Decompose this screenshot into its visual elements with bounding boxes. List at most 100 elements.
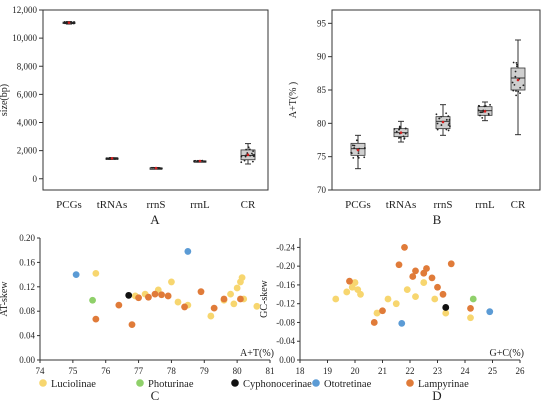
data-point (438, 117, 441, 120)
data-point (512, 61, 515, 64)
category-label: CR (241, 199, 256, 211)
data-point (515, 94, 518, 97)
panel-label: D (432, 388, 441, 403)
data-point (440, 115, 443, 118)
scatter-point-luciolinae (351, 279, 359, 286)
data-point (445, 118, 448, 121)
y-tick-label: 95 (317, 18, 327, 28)
mean-point (399, 131, 403, 134)
scatter-point-lampyrinae (467, 304, 474, 312)
data-point (436, 128, 439, 131)
legend-label: Luciolinae (51, 379, 96, 390)
legend-marker (39, 379, 47, 387)
scatter-point-ototretinae (486, 308, 494, 316)
scatter-point-luciolinae (467, 314, 474, 322)
data-point (245, 148, 248, 151)
scatter-point-lampyrinae (447, 260, 455, 268)
legend-label: Lampyrinae (418, 379, 469, 390)
x-tick-label: 19 (323, 366, 333, 376)
data-point (66, 21, 69, 24)
scatter-point-lampyrinae (434, 283, 441, 291)
mean-point (67, 21, 71, 24)
data-point (487, 112, 490, 115)
data-point (244, 155, 247, 158)
scatter-point-luciolinae (420, 279, 428, 286)
data-point (246, 152, 249, 154)
mean-point (246, 153, 250, 157)
panel-label: C (151, 388, 160, 403)
data-point (64, 22, 66, 25)
mean-point (356, 148, 360, 152)
scatter-point-lampyrinae (346, 277, 353, 285)
x-tick-label: 78 (167, 366, 177, 376)
scatter-point-luciolinae (373, 309, 381, 317)
data-point (106, 157, 108, 160)
x-tick-label: 24 (461, 366, 471, 376)
y-tick-label: -0.20 (276, 261, 295, 271)
data-point (512, 89, 515, 92)
legend-label: Photurinae (148, 379, 194, 390)
scatter-point-ototretinae (72, 271, 80, 278)
x-tick-label: 75 (68, 366, 78, 376)
data-point (395, 130, 398, 133)
data-point (435, 113, 438, 116)
data-point (351, 144, 354, 147)
data-point (116, 157, 119, 160)
y-tick-label: -0.16 (276, 280, 295, 290)
scatter-point-lampyrinae (158, 291, 165, 299)
scatter-point-lampyrinae (395, 261, 403, 269)
data-point (160, 167, 163, 170)
legend-marker (231, 379, 239, 387)
x-tick-label: 81 (266, 366, 275, 376)
y-tick-label: 0.12 (19, 282, 35, 292)
scatter-point-luciolinae (230, 300, 238, 308)
scatter-point-lampyrinae (370, 319, 378, 326)
scatter-point-luciolinae (403, 286, 411, 294)
data-point (240, 155, 243, 158)
scatter-point-luciolinae (343, 288, 351, 296)
scatter-point-lampyrinae (237, 295, 244, 303)
data-point (403, 137, 406, 140)
scatter-point-luciolinae (392, 300, 400, 308)
data-point (251, 152, 253, 155)
data-point (247, 146, 250, 149)
x-tick-label: 76 (101, 366, 111, 376)
data-point (519, 92, 521, 95)
data-point (353, 147, 356, 149)
scatter-point-lampyrinae (409, 273, 417, 280)
data-point (477, 109, 480, 112)
data-point (253, 154, 256, 156)
mean-point (198, 159, 202, 163)
data-point (477, 104, 480, 107)
x-axis-label: A+T(%) (240, 348, 274, 359)
legend-label: Ototretinae (324, 379, 372, 390)
scatter-point-lampyrinae (412, 267, 419, 275)
data-point (440, 124, 443, 126)
scatter-point-luciolinae (412, 293, 419, 301)
scatter-point-luciolinae (233, 284, 241, 292)
mean-point (483, 110, 487, 113)
data-point (114, 157, 117, 159)
category-label: rrnS (147, 199, 166, 211)
x-tick-label: 79 (200, 366, 210, 376)
data-point (156, 167, 159, 169)
y-tick-label: -0.24 (276, 242, 295, 252)
data-point (355, 139, 358, 142)
scatter-point-luciolinae (384, 295, 392, 303)
plot-frame-B (331, 9, 541, 191)
x-tick-label: 22 (406, 366, 415, 376)
y-tick-label: -0.04 (276, 336, 295, 346)
scatter-point-luciolinae (442, 309, 450, 317)
data-point (150, 166, 153, 169)
data-point (445, 128, 448, 131)
scatter-point-luciolinae (253, 302, 261, 310)
data-point (404, 132, 407, 135)
legend-marker (406, 379, 414, 387)
scatter-point-lampyrinae (197, 288, 205, 296)
scatter-point-lampyrinae (181, 303, 188, 311)
scatter-point-photurinae (469, 295, 477, 303)
data-point (515, 61, 518, 64)
mean-point (441, 120, 445, 124)
data-point (483, 105, 486, 108)
data-point (479, 114, 481, 117)
